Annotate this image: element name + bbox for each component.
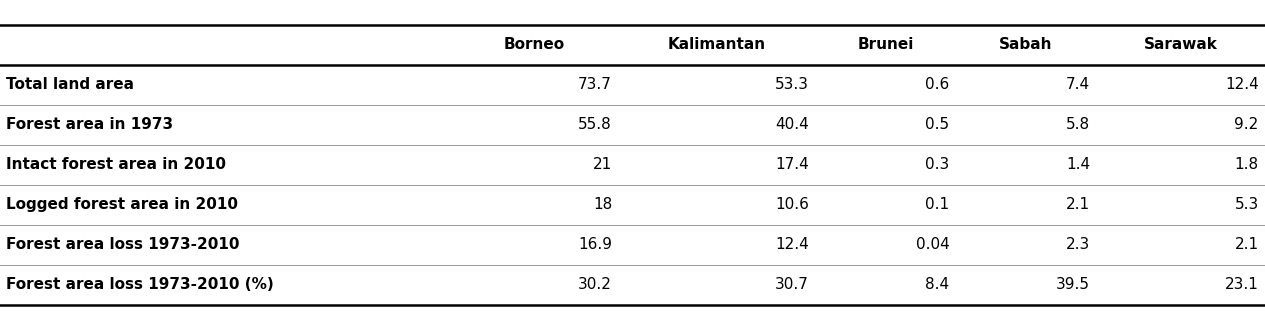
Text: Sarawak: Sarawak bbox=[1144, 37, 1218, 52]
Text: Brunei: Brunei bbox=[858, 37, 913, 52]
Text: 10.6: 10.6 bbox=[775, 197, 808, 212]
Text: 18: 18 bbox=[593, 197, 612, 212]
Text: 2.1: 2.1 bbox=[1066, 197, 1090, 212]
Text: Borneo: Borneo bbox=[503, 37, 564, 52]
Text: Intact forest area in 2010: Intact forest area in 2010 bbox=[6, 157, 226, 172]
Text: 30.7: 30.7 bbox=[775, 277, 808, 292]
Text: 73.7: 73.7 bbox=[578, 77, 612, 92]
Text: 40.4: 40.4 bbox=[775, 117, 808, 132]
Text: Forest area loss 1973-2010: Forest area loss 1973-2010 bbox=[6, 237, 240, 252]
Text: 55.8: 55.8 bbox=[578, 117, 612, 132]
Text: Kalimantan: Kalimantan bbox=[668, 37, 765, 52]
Text: 0.1: 0.1 bbox=[925, 197, 950, 212]
Text: 2.1: 2.1 bbox=[1235, 237, 1259, 252]
Text: 17.4: 17.4 bbox=[775, 157, 808, 172]
Text: 23.1: 23.1 bbox=[1225, 277, 1259, 292]
Text: 1.8: 1.8 bbox=[1235, 157, 1259, 172]
Text: 53.3: 53.3 bbox=[775, 77, 808, 92]
Text: 7.4: 7.4 bbox=[1066, 77, 1090, 92]
Text: 16.9: 16.9 bbox=[578, 237, 612, 252]
Text: 21: 21 bbox=[593, 157, 612, 172]
Text: 39.5: 39.5 bbox=[1056, 277, 1090, 292]
Text: 5.3: 5.3 bbox=[1235, 197, 1259, 212]
Text: 2.3: 2.3 bbox=[1065, 237, 1090, 252]
Text: Forest area loss 1973-2010 (%): Forest area loss 1973-2010 (%) bbox=[6, 277, 275, 292]
Text: 9.2: 9.2 bbox=[1235, 117, 1259, 132]
Text: 30.2: 30.2 bbox=[578, 277, 612, 292]
Text: 0.6: 0.6 bbox=[925, 77, 950, 92]
Text: Sabah: Sabah bbox=[999, 37, 1052, 52]
Text: 12.4: 12.4 bbox=[1225, 77, 1259, 92]
Text: 1.4: 1.4 bbox=[1066, 157, 1090, 172]
Text: Total land area: Total land area bbox=[6, 77, 134, 92]
Text: 0.5: 0.5 bbox=[925, 117, 950, 132]
Text: 12.4: 12.4 bbox=[775, 237, 808, 252]
Text: Logged forest area in 2010: Logged forest area in 2010 bbox=[6, 197, 238, 212]
Text: Forest area in 1973: Forest area in 1973 bbox=[6, 117, 173, 132]
Text: 8.4: 8.4 bbox=[925, 277, 950, 292]
Text: 5.8: 5.8 bbox=[1066, 117, 1090, 132]
Text: 0.04: 0.04 bbox=[916, 237, 950, 252]
Text: 0.3: 0.3 bbox=[925, 157, 950, 172]
